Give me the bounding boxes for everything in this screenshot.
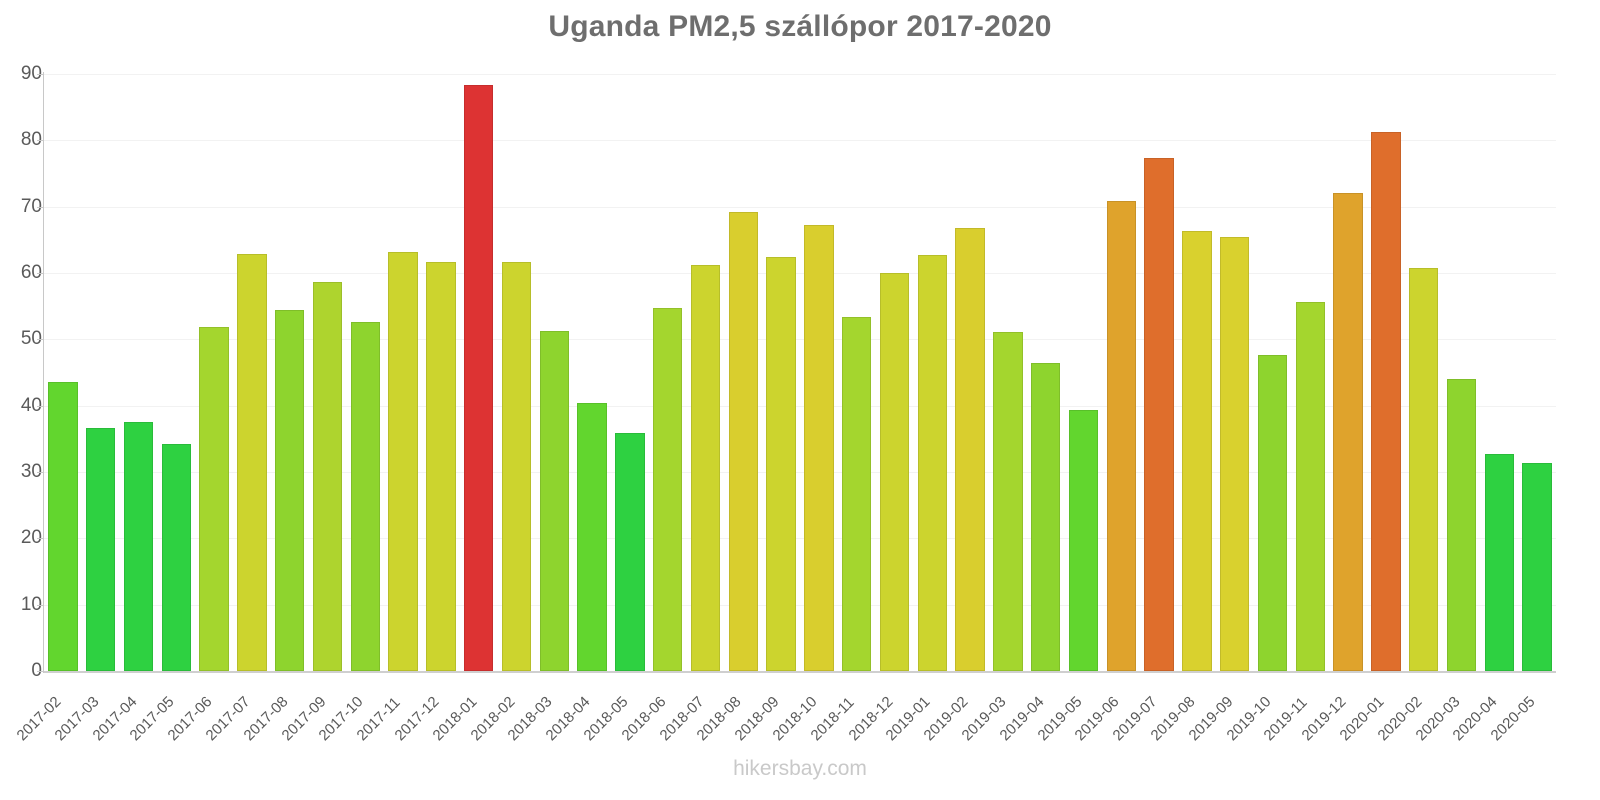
bar[interactable] (993, 332, 1023, 671)
y-axis-tick-label: 70 (20, 195, 42, 217)
y-axis-tick-label: 10 (20, 593, 42, 615)
bar[interactable] (1408, 267, 1439, 671)
y-axis-tick-mark (37, 538, 44, 540)
bar[interactable] (48, 382, 78, 671)
bar[interactable] (1484, 454, 1515, 671)
y-axis-tick-mark (37, 273, 44, 274)
bar[interactable] (388, 252, 418, 671)
bar[interactable] (1371, 131, 1401, 671)
gridline (44, 206, 1556, 208)
bar[interactable] (274, 310, 305, 671)
bar[interactable] (501, 262, 532, 671)
y-axis-tick-mark (37, 671, 44, 672)
bar[interactable] (1182, 231, 1212, 671)
bar[interactable] (1030, 363, 1061, 671)
bar[interactable] (879, 273, 910, 671)
bar[interactable] (539, 330, 570, 671)
y-axis-tick-label: 50 (20, 328, 42, 350)
bar[interactable] (426, 262, 456, 671)
x-axis-line (44, 671, 1556, 673)
bar[interactable] (1257, 354, 1288, 671)
bar[interactable] (804, 224, 834, 671)
y-axis-tick-label: 90 (20, 63, 42, 84)
bar[interactable] (652, 308, 683, 671)
y-axis-tick-label: 0 (2, 660, 42, 682)
bar[interactable] (1106, 201, 1137, 671)
bar[interactable] (350, 322, 381, 671)
y-axis-tick-label: 40 (20, 394, 42, 416)
y-axis-tick-mark (37, 604, 44, 606)
bar[interactable] (1068, 409, 1099, 671)
y-axis-tick-mark (37, 339, 44, 341)
bar[interactable] (237, 253, 267, 671)
gridline (44, 472, 1556, 473)
bar[interactable] (577, 403, 607, 671)
y-axis-tick-mark (37, 140, 44, 142)
y-axis-tick-mark (37, 405, 44, 407)
y-axis-line (43, 72, 44, 673)
y-axis-tick-mark (37, 472, 44, 473)
bar[interactable] (1144, 158, 1174, 671)
y-axis-tick-label: 80 (20, 129, 42, 151)
bar[interactable] (955, 227, 985, 671)
bar[interactable] (161, 444, 192, 671)
bar[interactable] (841, 316, 872, 671)
bar[interactable] (1522, 463, 1552, 671)
gridline (44, 140, 1556, 142)
bar[interactable] (85, 428, 116, 671)
plot-area (44, 74, 1556, 671)
bar[interactable] (312, 282, 343, 671)
gridline (44, 339, 1556, 341)
bar[interactable] (690, 265, 721, 671)
y-axis-tick-label: 30 (20, 461, 42, 482)
y-axis-tick-mark (37, 74, 44, 75)
footer-credit: hikersbay.com (733, 757, 867, 780)
gridline (44, 604, 1556, 606)
bar[interactable] (1295, 301, 1326, 671)
bar[interactable] (766, 257, 796, 671)
bar[interactable] (1219, 237, 1250, 671)
bar[interactable] (123, 421, 154, 671)
y-axis-tick-label: 20 (20, 527, 42, 549)
bar[interactable] (463, 85, 494, 671)
gridline (44, 405, 1556, 407)
bar[interactable] (917, 255, 948, 671)
gridline (44, 273, 1556, 274)
y-axis-tick-mark (37, 206, 44, 208)
bar[interactable] (728, 211, 759, 671)
y-axis-tick-label: 60 (20, 262, 42, 283)
bar[interactable] (199, 327, 229, 671)
page-title: Uganda PM2,5 szállópor 2017-2020 (548, 10, 1052, 43)
bar[interactable] (1446, 379, 1477, 671)
gridline (44, 74, 1556, 75)
gridline (44, 538, 1556, 540)
bar[interactable] (1333, 193, 1363, 671)
bar[interactable] (615, 432, 645, 671)
